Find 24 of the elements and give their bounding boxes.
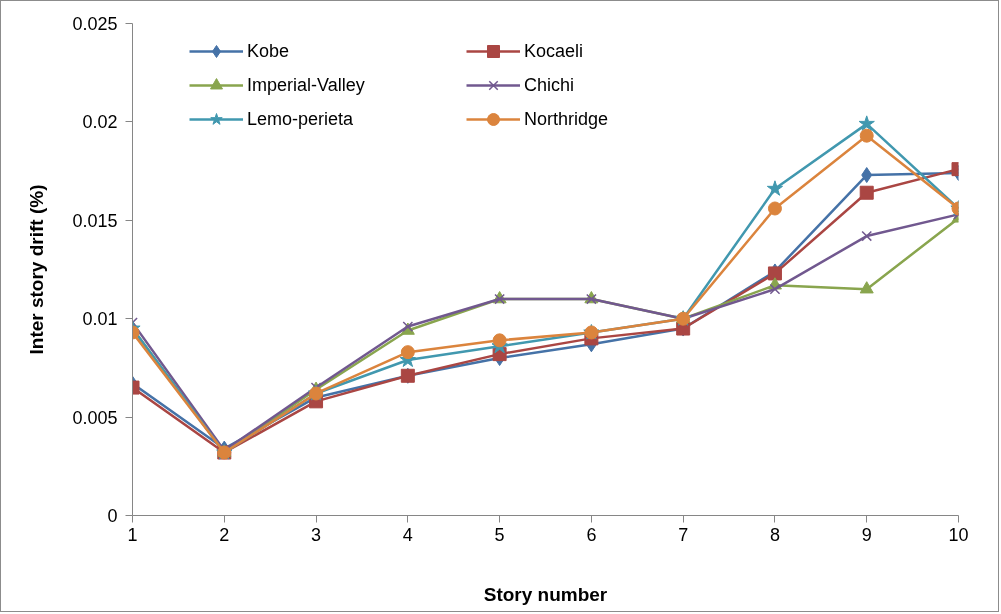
x-tick-label: 6 — [586, 524, 597, 545]
x-tick-label: 8 — [769, 524, 780, 545]
x-tick-label: 9 — [861, 524, 872, 545]
y-tick-label: 0.015 — [72, 210, 118, 231]
legend-label: Northridge — [524, 108, 610, 130]
legend-label: Kobe — [247, 40, 291, 62]
y-tick-label: 0.02 — [82, 112, 118, 133]
legend-label: Chichi — [524, 74, 576, 96]
x-tick-label: 4 — [402, 524, 413, 545]
x-tick-label: 1 — [127, 524, 138, 545]
legend-label: Lemo-perieta — [247, 108, 355, 130]
x-tick-label: 10 — [948, 524, 969, 545]
y-tick-label: 0.01 — [82, 309, 118, 330]
legend-label: Kocaeli — [524, 40, 585, 62]
x-tick-label: 5 — [494, 524, 505, 545]
x-tick-label: 7 — [678, 524, 689, 545]
y-axis-title: Inter story drift (%) — [26, 184, 48, 355]
x-axis-title: Story number — [483, 583, 608, 605]
x-tick-label: 2 — [219, 524, 230, 545]
x-tick-label: 3 — [311, 524, 322, 545]
y-tick-label: 0.005 — [72, 407, 118, 428]
y-tick-label: 0.025 — [72, 14, 118, 34]
legend-label: Imperial-Valley — [247, 74, 366, 96]
y-tick-label: 0 — [107, 506, 118, 526]
